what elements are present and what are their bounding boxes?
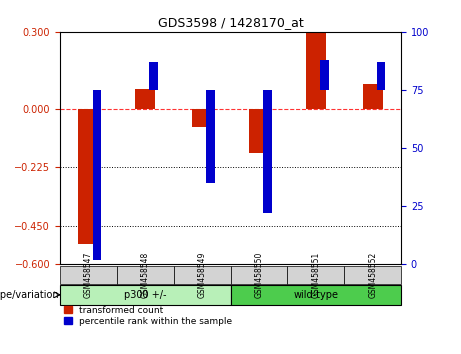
Text: p300 +/-: p300 +/- — [124, 290, 166, 300]
FancyBboxPatch shape — [230, 266, 287, 284]
Bar — [363, 84, 383, 109]
Bar — [306, 32, 326, 109]
Legend: transformed count, percentile rank within the sample: transformed count, percentile rank withi… — [65, 306, 232, 326]
Text: GSM458549: GSM458549 — [198, 251, 207, 298]
Text: GSM458547: GSM458547 — [84, 251, 93, 298]
Bar — [207, 90, 215, 183]
Bar — [149, 62, 158, 90]
Bar — [249, 109, 269, 153]
Text: genotype/variation: genotype/variation — [0, 290, 59, 300]
FancyBboxPatch shape — [287, 266, 344, 284]
Bar — [320, 60, 329, 90]
Text: GSM458552: GSM458552 — [368, 252, 377, 298]
Text: GSM458551: GSM458551 — [311, 252, 320, 298]
Bar — [135, 89, 155, 109]
Bar — [93, 90, 101, 259]
FancyBboxPatch shape — [344, 266, 401, 284]
Title: GDS3598 / 1428170_at: GDS3598 / 1428170_at — [158, 16, 303, 29]
Text: GSM458550: GSM458550 — [254, 251, 263, 298]
Bar — [263, 90, 272, 213]
Bar — [192, 109, 212, 127]
FancyBboxPatch shape — [60, 266, 117, 284]
FancyBboxPatch shape — [174, 266, 230, 284]
FancyBboxPatch shape — [117, 266, 174, 284]
FancyBboxPatch shape — [60, 285, 230, 305]
Text: wild-type: wild-type — [293, 290, 338, 300]
Bar — [377, 62, 385, 90]
Bar — [78, 109, 98, 244]
Text: GSM458548: GSM458548 — [141, 252, 150, 298]
FancyBboxPatch shape — [230, 285, 401, 305]
